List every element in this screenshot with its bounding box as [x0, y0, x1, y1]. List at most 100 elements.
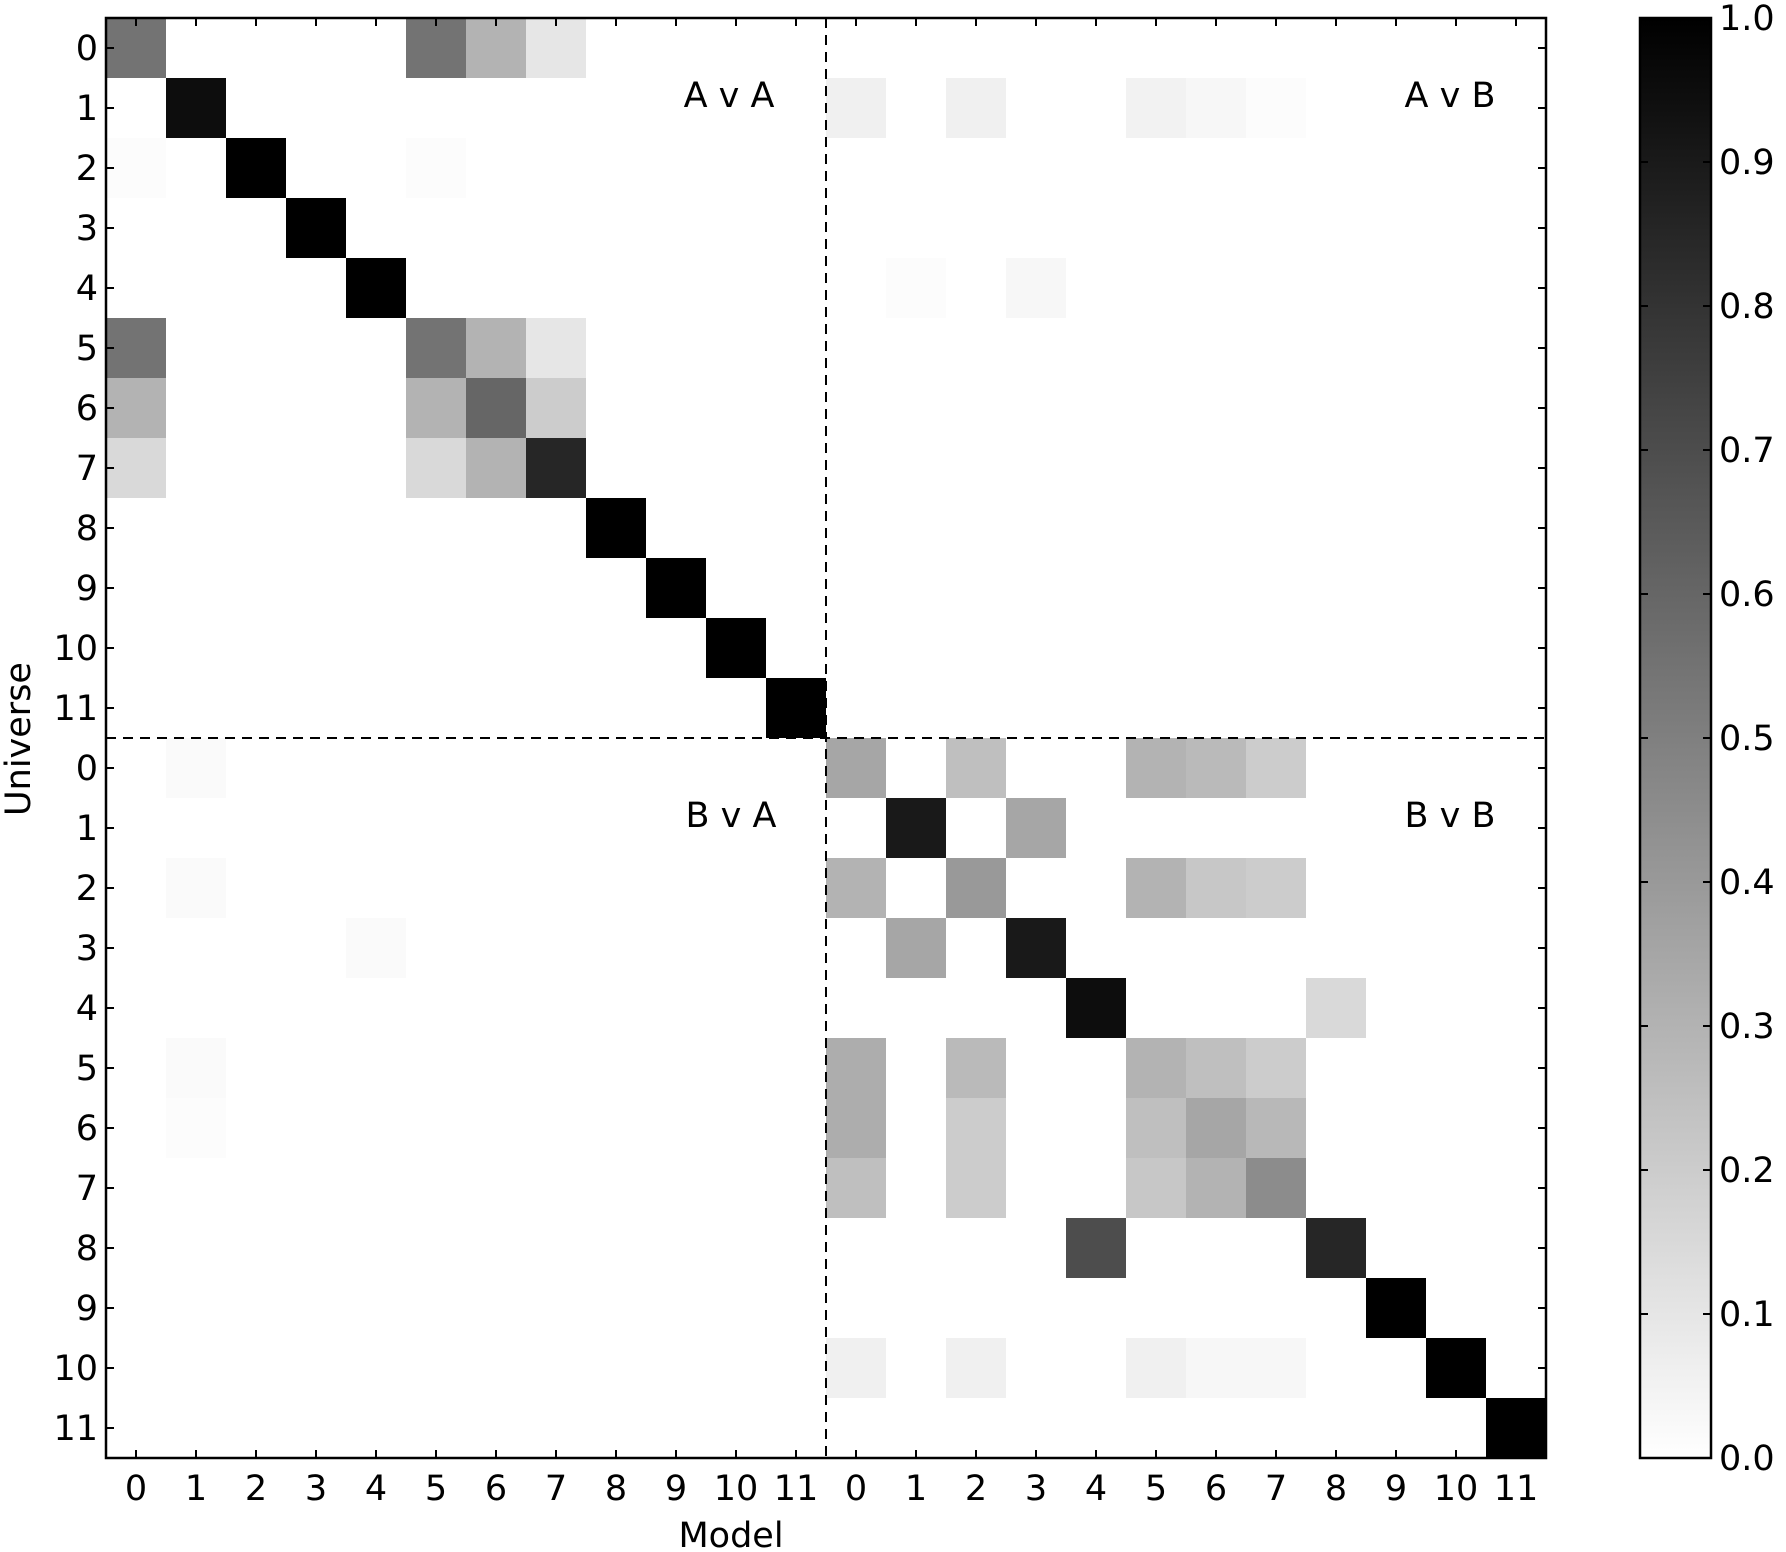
heatmap-cell: [646, 918, 707, 979]
heatmap-cell: [826, 618, 887, 679]
heatmap-cell: [1126, 618, 1187, 679]
heatmap-cell: [106, 1158, 167, 1219]
heatmap-cell: [106, 318, 167, 379]
heatmap-cell: [286, 78, 347, 139]
heatmap-cell: [766, 78, 827, 139]
heatmap-cell: [1246, 18, 1307, 79]
heatmap-cell: [526, 558, 587, 619]
heatmap-cell: [1066, 498, 1127, 559]
heatmap-cell: [1366, 978, 1427, 1039]
heatmap-cell: [1486, 1158, 1547, 1219]
heatmap-cell: [1246, 918, 1307, 979]
heatmap-cell: [1246, 138, 1307, 199]
x-tick-label: 9: [665, 1469, 687, 1509]
x-tick-label: 0: [845, 1469, 867, 1509]
heatmap-cell: [526, 378, 587, 439]
heatmap-cell: [466, 1398, 527, 1459]
heatmap-cell: [766, 378, 827, 439]
heatmap-cell: [1306, 798, 1367, 859]
heatmap-cell: [1306, 138, 1367, 199]
heatmap-cell: [1366, 1278, 1427, 1339]
heatmap-cell: [106, 678, 167, 739]
heatmap-cell: [1246, 1278, 1307, 1339]
heatmap-cell: [1066, 558, 1127, 619]
heatmap-cell: [646, 1218, 707, 1279]
heatmap-cell: [166, 258, 227, 319]
heatmap-cell: [766, 678, 827, 739]
heatmap-cell: [1246, 798, 1307, 859]
heatmap-cell: [106, 498, 167, 559]
heatmap-cell: [406, 1038, 467, 1099]
heatmap-cell: [706, 1278, 767, 1339]
heatmap-cell: [1246, 1098, 1307, 1159]
heatmap-cell: [586, 1218, 647, 1279]
heatmap-cell: [286, 558, 347, 619]
heatmap-cell: [946, 1398, 1007, 1459]
heatmap-cell: [166, 738, 227, 799]
heatmap-cell: [106, 1338, 167, 1399]
heatmap-cell: [1306, 18, 1367, 79]
heatmap-cell: [886, 1158, 947, 1219]
x-tick-label: 1: [185, 1469, 207, 1509]
heatmap-cell: [706, 258, 767, 319]
heatmap-cell: [166, 138, 227, 199]
heatmap-cell: [466, 558, 527, 619]
y-tick-label: 8: [76, 1229, 98, 1269]
heatmap-cell: [1486, 1098, 1547, 1159]
heatmap-cell: [1366, 438, 1427, 499]
heatmap-cell: [1246, 978, 1307, 1039]
heatmap-cell: [526, 1398, 587, 1459]
heatmap-cell: [466, 618, 527, 679]
heatmap-cell: [1186, 858, 1247, 919]
heatmap-cell: [1486, 138, 1547, 199]
heatmap-cell: [1306, 1038, 1367, 1099]
heatmap-cell: [1066, 678, 1127, 739]
heatmap-cell: [1306, 1218, 1367, 1279]
heatmap-cell: [406, 498, 467, 559]
heatmap-cell: [1366, 918, 1427, 979]
heatmap-cell: [1426, 198, 1487, 259]
heatmap-cell: [286, 858, 347, 919]
heatmap-cell: [226, 138, 287, 199]
heatmap-cell: [1366, 198, 1427, 259]
heatmap-cell: [286, 1158, 347, 1219]
heatmap-cell: [226, 318, 287, 379]
heatmap-cell: [1246, 318, 1307, 379]
heatmap-cell: [526, 78, 587, 139]
heatmap-cell: [646, 1098, 707, 1159]
heatmap-cell: [1066, 78, 1127, 139]
heatmap-cell: [766, 1158, 827, 1219]
heatmap-cell: [166, 318, 227, 379]
y-tick-label: 8: [76, 509, 98, 549]
heatmap-cell: [826, 138, 887, 199]
heatmap-cell: [1486, 1278, 1547, 1339]
heatmap-cell: [466, 318, 527, 379]
heatmap-cell: [646, 318, 707, 379]
x-tick-label: 11: [774, 1469, 819, 1509]
heatmap-cell: [826, 978, 887, 1039]
heatmap-cell: [286, 1218, 347, 1279]
heatmap-cell: [406, 78, 467, 139]
heatmap-cell: [1366, 738, 1427, 799]
heatmap-cell: [286, 1098, 347, 1159]
heatmap-cell: [946, 558, 1007, 619]
heatmap-cell: [766, 1038, 827, 1099]
x-tick-label: 10: [714, 1469, 759, 1509]
heatmap-cell: [406, 618, 467, 679]
heatmap-cell: [706, 798, 767, 859]
heatmap-cell: [1006, 18, 1067, 79]
heatmap-cell: [346, 198, 407, 259]
heatmap-cell: [286, 198, 347, 259]
heatmap-cell: [826, 1398, 887, 1459]
heatmap-cell: [226, 498, 287, 559]
y-tick-label: 1: [76, 89, 98, 129]
heatmap-cell: [886, 1398, 947, 1459]
heatmap-cell: [766, 198, 827, 259]
heatmap-cell: [1366, 258, 1427, 319]
heatmap-cell: [286, 978, 347, 1039]
heatmap-cell: [646, 618, 707, 679]
heatmap-cell: [1006, 918, 1067, 979]
heatmap-cell: [706, 618, 767, 679]
heatmap-cell: [1306, 1398, 1367, 1459]
heatmap-cell: [1366, 1098, 1427, 1159]
